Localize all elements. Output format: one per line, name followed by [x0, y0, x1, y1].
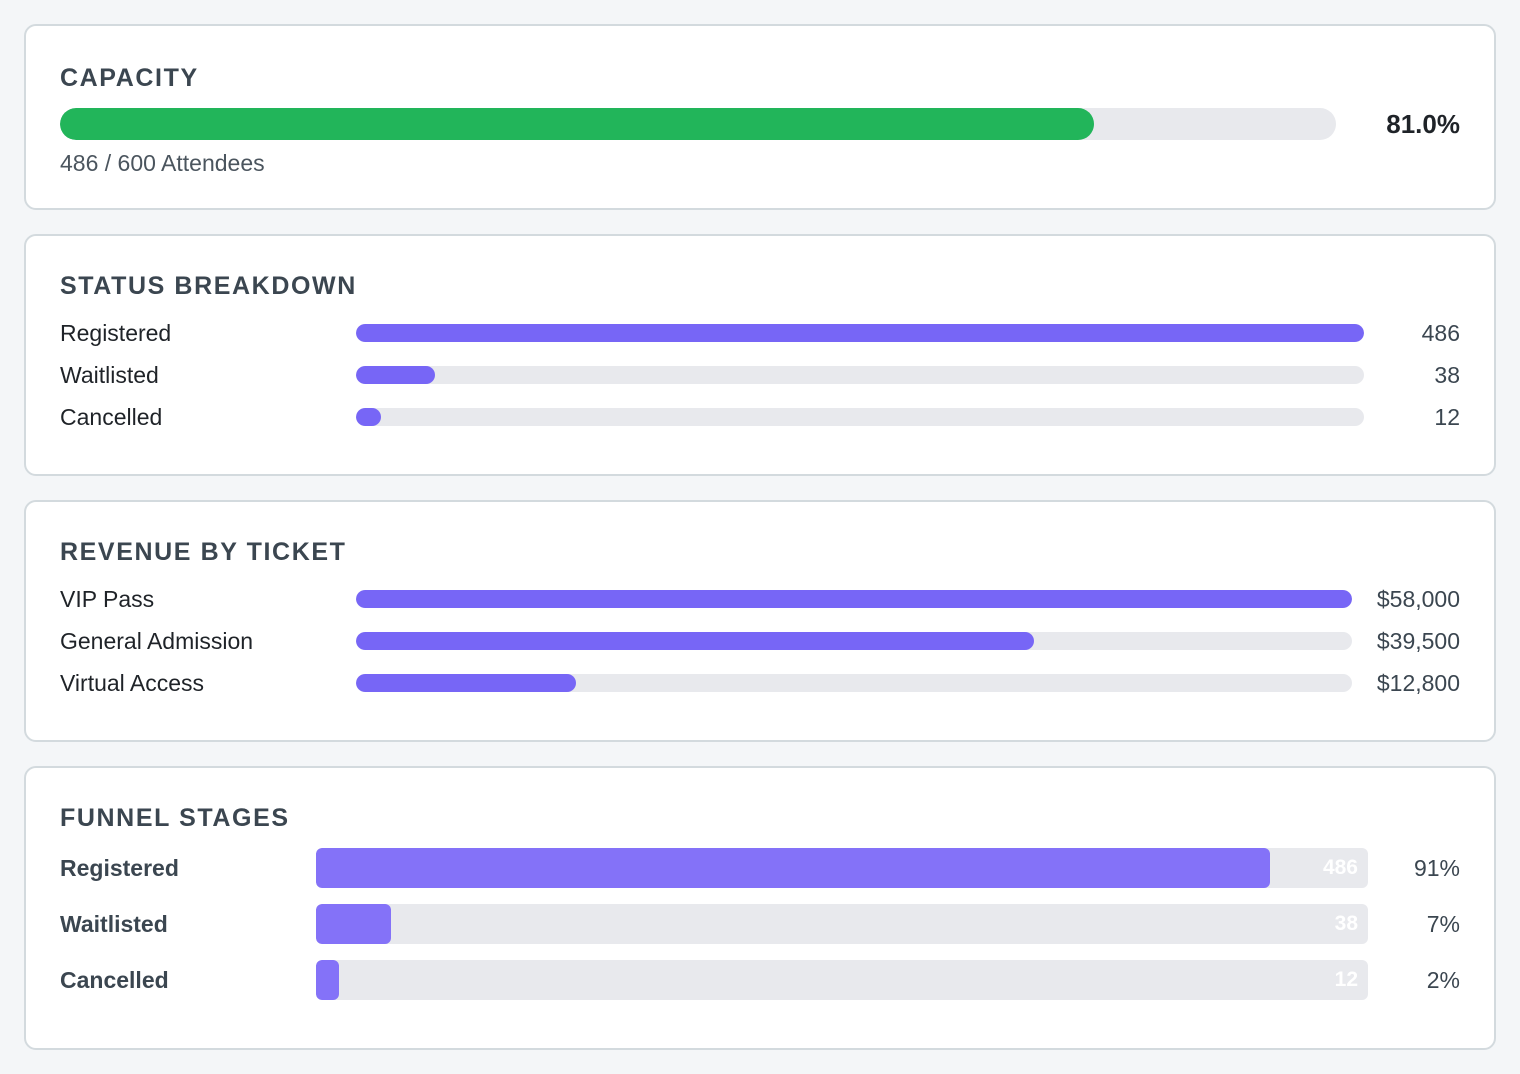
status-bar-fill	[356, 408, 382, 426]
funnel-bar-track: 486	[316, 848, 1368, 888]
funnel-bar-fill	[316, 960, 340, 1000]
status-value: 38	[1434, 362, 1460, 388]
revenue-bar-fill	[356, 590, 1352, 608]
funnel-row-waitlisted: Waitlisted 38 7%	[60, 904, 1460, 944]
revenue-bar-fill	[356, 632, 1035, 650]
revenue-bar-track	[356, 674, 1352, 692]
revenue-row-vip-pass: VIP Pass $58,000	[60, 584, 1460, 614]
funnel-count: 486	[1322, 856, 1358, 879]
revenue-value: $58,000	[1376, 586, 1460, 612]
status-value: 12	[1434, 404, 1460, 430]
status-row-registered: Registered 486	[60, 318, 1460, 348]
revenue-bar-track	[356, 590, 1352, 608]
funnel-count: 38	[1334, 912, 1358, 935]
capacity-progress-fill	[60, 108, 1094, 140]
status-label: Cancelled	[60, 404, 163, 430]
revenue-bar-track	[356, 632, 1352, 650]
funnel-label: Registered	[60, 855, 179, 881]
revenue-row-virtual-access: Virtual Access $12,800	[60, 668, 1460, 698]
capacity-title: CAPACITY	[60, 64, 199, 92]
revenue-title: REVENUE BY TICKET	[60, 538, 347, 566]
funnel-percent: 2%	[1426, 967, 1460, 993]
funnel-label: Waitlisted	[60, 911, 168, 937]
funnel-bar-fill	[316, 904, 391, 944]
status-label: Registered	[60, 320, 172, 346]
funnel-row-cancelled: Cancelled 12 2%	[60, 960, 1460, 1000]
status-label: Waitlisted	[60, 362, 159, 388]
revenue-value: $12,800	[1376, 670, 1460, 696]
status-row-cancelled: Cancelled 12	[60, 402, 1460, 432]
status-breakdown-card: STATUS BREAKDOWN Registered 486 Waitlist…	[24, 234, 1496, 476]
funnel-percent: 7%	[1426, 911, 1460, 937]
revenue-by-ticket-card: REVENUE BY TICKET VIP Pass $58,000 Gener…	[24, 500, 1496, 742]
status-value: 486	[1421, 320, 1460, 346]
revenue-row-general-admission: General Admission $39,500	[60, 626, 1460, 656]
status-bar-fill	[356, 366, 435, 384]
revenue-value: $39,500	[1376, 628, 1460, 654]
funnel-count: 12	[1334, 968, 1358, 991]
revenue-label: VIP Pass	[60, 586, 155, 612]
revenue-label: Virtual Access	[60, 670, 205, 696]
status-bar-track	[356, 366, 1364, 384]
status-bar-fill	[356, 324, 1364, 342]
status-bar-track	[356, 408, 1364, 426]
revenue-label: General Admission	[60, 628, 254, 654]
capacity-percent: 81.0%	[1386, 109, 1460, 139]
funnel-label: Cancelled	[60, 967, 169, 993]
funnel-stages-card: FUNNEL STAGES Registered 486 91% Waitlis…	[24, 766, 1496, 1050]
funnel-bar-fill	[316, 848, 1271, 888]
status-row-waitlisted: Waitlisted 38	[60, 360, 1460, 390]
funnel-row-registered: Registered 486 91%	[60, 848, 1460, 888]
capacity-card: CAPACITY 81.0% 486 / 600 Attendees	[24, 24, 1496, 210]
capacity-progress-track	[60, 108, 1336, 140]
revenue-bar-fill	[356, 674, 577, 692]
status-bar-track	[356, 324, 1364, 342]
status-breakdown-title: STATUS BREAKDOWN	[60, 272, 357, 300]
capacity-attendee-count: 486 / 600 Attendees	[60, 150, 265, 176]
funnel-bar-track: 38	[316, 904, 1368, 944]
funnel-percent: 91%	[1413, 855, 1460, 881]
funnel-title: FUNNEL STAGES	[60, 804, 290, 832]
funnel-bar-track: 12	[316, 960, 1368, 1000]
